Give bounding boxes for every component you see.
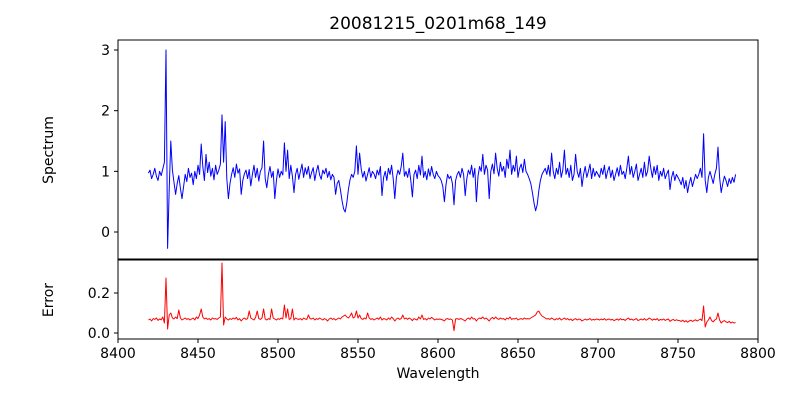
x-tick-label: 8450 — [180, 346, 216, 362]
error-panel — [117, 259, 759, 340]
x-tick-label: 8550 — [340, 346, 376, 362]
spectrum-line — [147, 49, 737, 249]
series-layer — [147, 49, 737, 332]
error-line — [148, 262, 736, 332]
axes-layer — [114, 39, 759, 343]
x-tick-label: 8500 — [260, 346, 296, 362]
y-tick-label: 0 — [101, 225, 110, 241]
y-tick-label: 0.2 — [88, 286, 110, 302]
x-tick-label: 8600 — [420, 346, 456, 362]
y-tick-label: 3 — [101, 43, 110, 59]
spectrum-panel — [117, 39, 759, 260]
x-tick-label: 8700 — [580, 346, 616, 362]
x-tick-label: 8400 — [100, 346, 136, 362]
tick-labels: 0 1 2 3 0.0 0.2 8400 8450 8500 8550 8600 8650 8700 87… — [88, 43, 776, 362]
y-tick-label: 0.0 — [88, 326, 110, 342]
x-axis-label: Wavelength — [396, 366, 480, 382]
y-tick-label: 2 — [101, 104, 110, 120]
chart-title: 20081215_0201m68_149 — [329, 14, 547, 34]
x-tick-label: 8650 — [500, 346, 536, 362]
x-tick-label: 8800 — [740, 346, 776, 362]
x-tick-label: 8750 — [660, 346, 696, 362]
y-tick-label: 1 — [101, 164, 110, 180]
